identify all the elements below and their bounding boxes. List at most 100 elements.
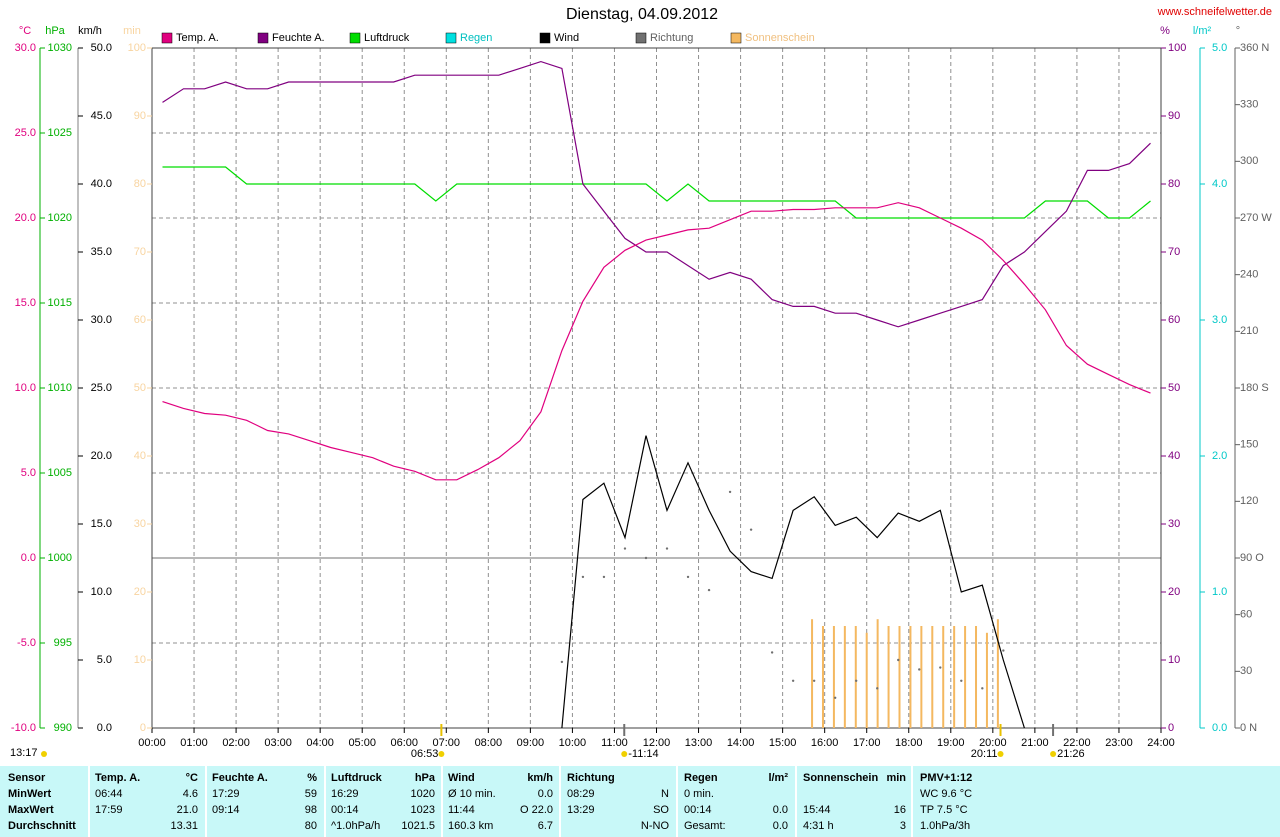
- y-tick-label: 20: [1168, 586, 1180, 598]
- source-link[interactable]: www.schneifelwetter.de: [1157, 6, 1272, 18]
- table-header-cell: MaxWert: [8, 804, 54, 816]
- y-tick-label: 35.0: [91, 246, 112, 258]
- direction-dot: [791, 679, 795, 682]
- x-tick-label: 12:00: [643, 737, 671, 749]
- direction-dot: [876, 687, 879, 690]
- axis-unit: km/h: [78, 25, 102, 37]
- direction-dot: [581, 575, 585, 579]
- series-line: [162, 60, 1151, 328]
- y-tick-label: 10: [134, 654, 146, 666]
- table-cell: 59: [305, 788, 317, 800]
- direction-dot: [602, 575, 606, 579]
- left-note: 13:17: [10, 747, 38, 759]
- y-tick-label: 40.0: [91, 178, 112, 190]
- y-tick-label: 15.0: [91, 518, 112, 530]
- x-tick-label: 22:00: [1063, 737, 1091, 749]
- table-cell: 0.0: [773, 820, 788, 832]
- x-tick-label: 06:00: [390, 737, 418, 749]
- y-tick-label: 1025: [48, 127, 72, 139]
- axis-unit: l/m²: [1193, 25, 1212, 37]
- table-cell: N-NO: [641, 820, 670, 832]
- y-tick-label: 90 O: [1240, 552, 1264, 564]
- table-cell: 00:14: [684, 804, 712, 816]
- table-header-cell: PMV+1:12: [920, 772, 972, 784]
- y-tick-label: 300: [1240, 155, 1258, 167]
- legend-swatch: [445, 32, 457, 44]
- y-tick-label: 270 W: [1240, 212, 1272, 224]
- x-tick-label: 10:00: [559, 737, 587, 749]
- direction-dot: [854, 679, 858, 682]
- table-header-cell: Durchschnitt: [8, 820, 76, 832]
- table-cell: 21.0: [177, 804, 198, 816]
- y-tick-label: 30.0: [91, 314, 112, 326]
- x-tick-label: 03:00: [264, 737, 292, 749]
- table-cell: 1.0hPa/3h: [920, 820, 970, 832]
- direction-dot: [981, 687, 984, 690]
- table-cell: 09:14: [212, 804, 240, 816]
- moon-icon: [41, 751, 47, 757]
- table-header-cell: Temp. A.: [95, 772, 140, 784]
- y-tick-label: 20.0: [91, 450, 112, 462]
- event-label: 21:26: [1057, 748, 1085, 760]
- series-line: [162, 166, 1151, 219]
- table-header-cell: MinWert: [8, 788, 52, 800]
- y-tick-label: -10.0: [11, 722, 36, 734]
- table-cell: N: [661, 788, 669, 800]
- x-tick-label: 18:00: [895, 737, 923, 749]
- table-cell: 08:29: [567, 788, 595, 800]
- y-tick-label: 360 N: [1240, 42, 1269, 54]
- y-tick-label: 50: [134, 382, 146, 394]
- table-header-cell: Regen: [684, 772, 718, 784]
- x-tick-label: 21:00: [1021, 737, 1049, 749]
- y-tick-label: 100: [128, 42, 146, 54]
- event-label: 06:53: [411, 748, 439, 760]
- direction-dot: [1002, 649, 1005, 652]
- table-cell: 13:29: [567, 804, 595, 816]
- table-cell: 4.6: [183, 788, 198, 800]
- sunshine-bar: [975, 626, 978, 728]
- y-tick-label: 40: [134, 450, 146, 462]
- table-header-cell: %: [307, 772, 317, 784]
- table-cell: 160.3 km: [448, 820, 493, 832]
- direction-dot: [728, 490, 732, 494]
- table-cell: 98: [305, 804, 317, 816]
- table-cell: 16:29: [331, 788, 359, 800]
- legend-label: Regen: [460, 32, 492, 44]
- y-tick-label: 120: [1240, 495, 1258, 507]
- y-tick-label: 0 N: [1240, 722, 1257, 734]
- table-cell: 1023: [411, 804, 435, 816]
- table-header-cell: Sensor: [8, 772, 46, 784]
- table-header-cell: Sonnenschein: [803, 772, 878, 784]
- direction-dot: [770, 651, 774, 654]
- y-tick-label: 90: [134, 110, 146, 122]
- y-tick-label: 240: [1240, 269, 1258, 281]
- y-tick-label: 5.0: [1212, 42, 1227, 54]
- direction-dot: [960, 679, 963, 682]
- x-tick-label: 11:00: [601, 737, 628, 749]
- direction-dot: [939, 666, 942, 669]
- x-tick-label: 00:00: [138, 737, 166, 749]
- y-tick-label: 40: [1168, 450, 1180, 462]
- y-tick-label: 210: [1240, 325, 1258, 337]
- y-tick-label: 50: [1168, 382, 1180, 394]
- table-cell: Gesamt:: [684, 820, 726, 832]
- x-tick-label: 09:00: [517, 737, 545, 749]
- direction-dot: [644, 556, 648, 560]
- y-tick-label: 60: [134, 314, 146, 326]
- y-tick-label: 150: [1240, 439, 1258, 451]
- y-tick-label: 70: [134, 246, 146, 258]
- direction-dot: [897, 658, 900, 662]
- x-tick-label: 20:00: [979, 737, 1007, 749]
- legend-swatch: [161, 32, 173, 44]
- x-tick-label: 05:00: [348, 737, 376, 749]
- direction-dot: [749, 528, 753, 531]
- y-tick-label: 30.0: [15, 42, 36, 54]
- axis-unit: %: [1160, 25, 1170, 37]
- y-tick-label: 20.0: [15, 212, 36, 224]
- series-line: [162, 202, 1151, 481]
- x-tick-label: 08:00: [475, 737, 503, 749]
- sunshine-bar: [865, 632, 868, 728]
- legend-label: Richtung: [650, 32, 693, 44]
